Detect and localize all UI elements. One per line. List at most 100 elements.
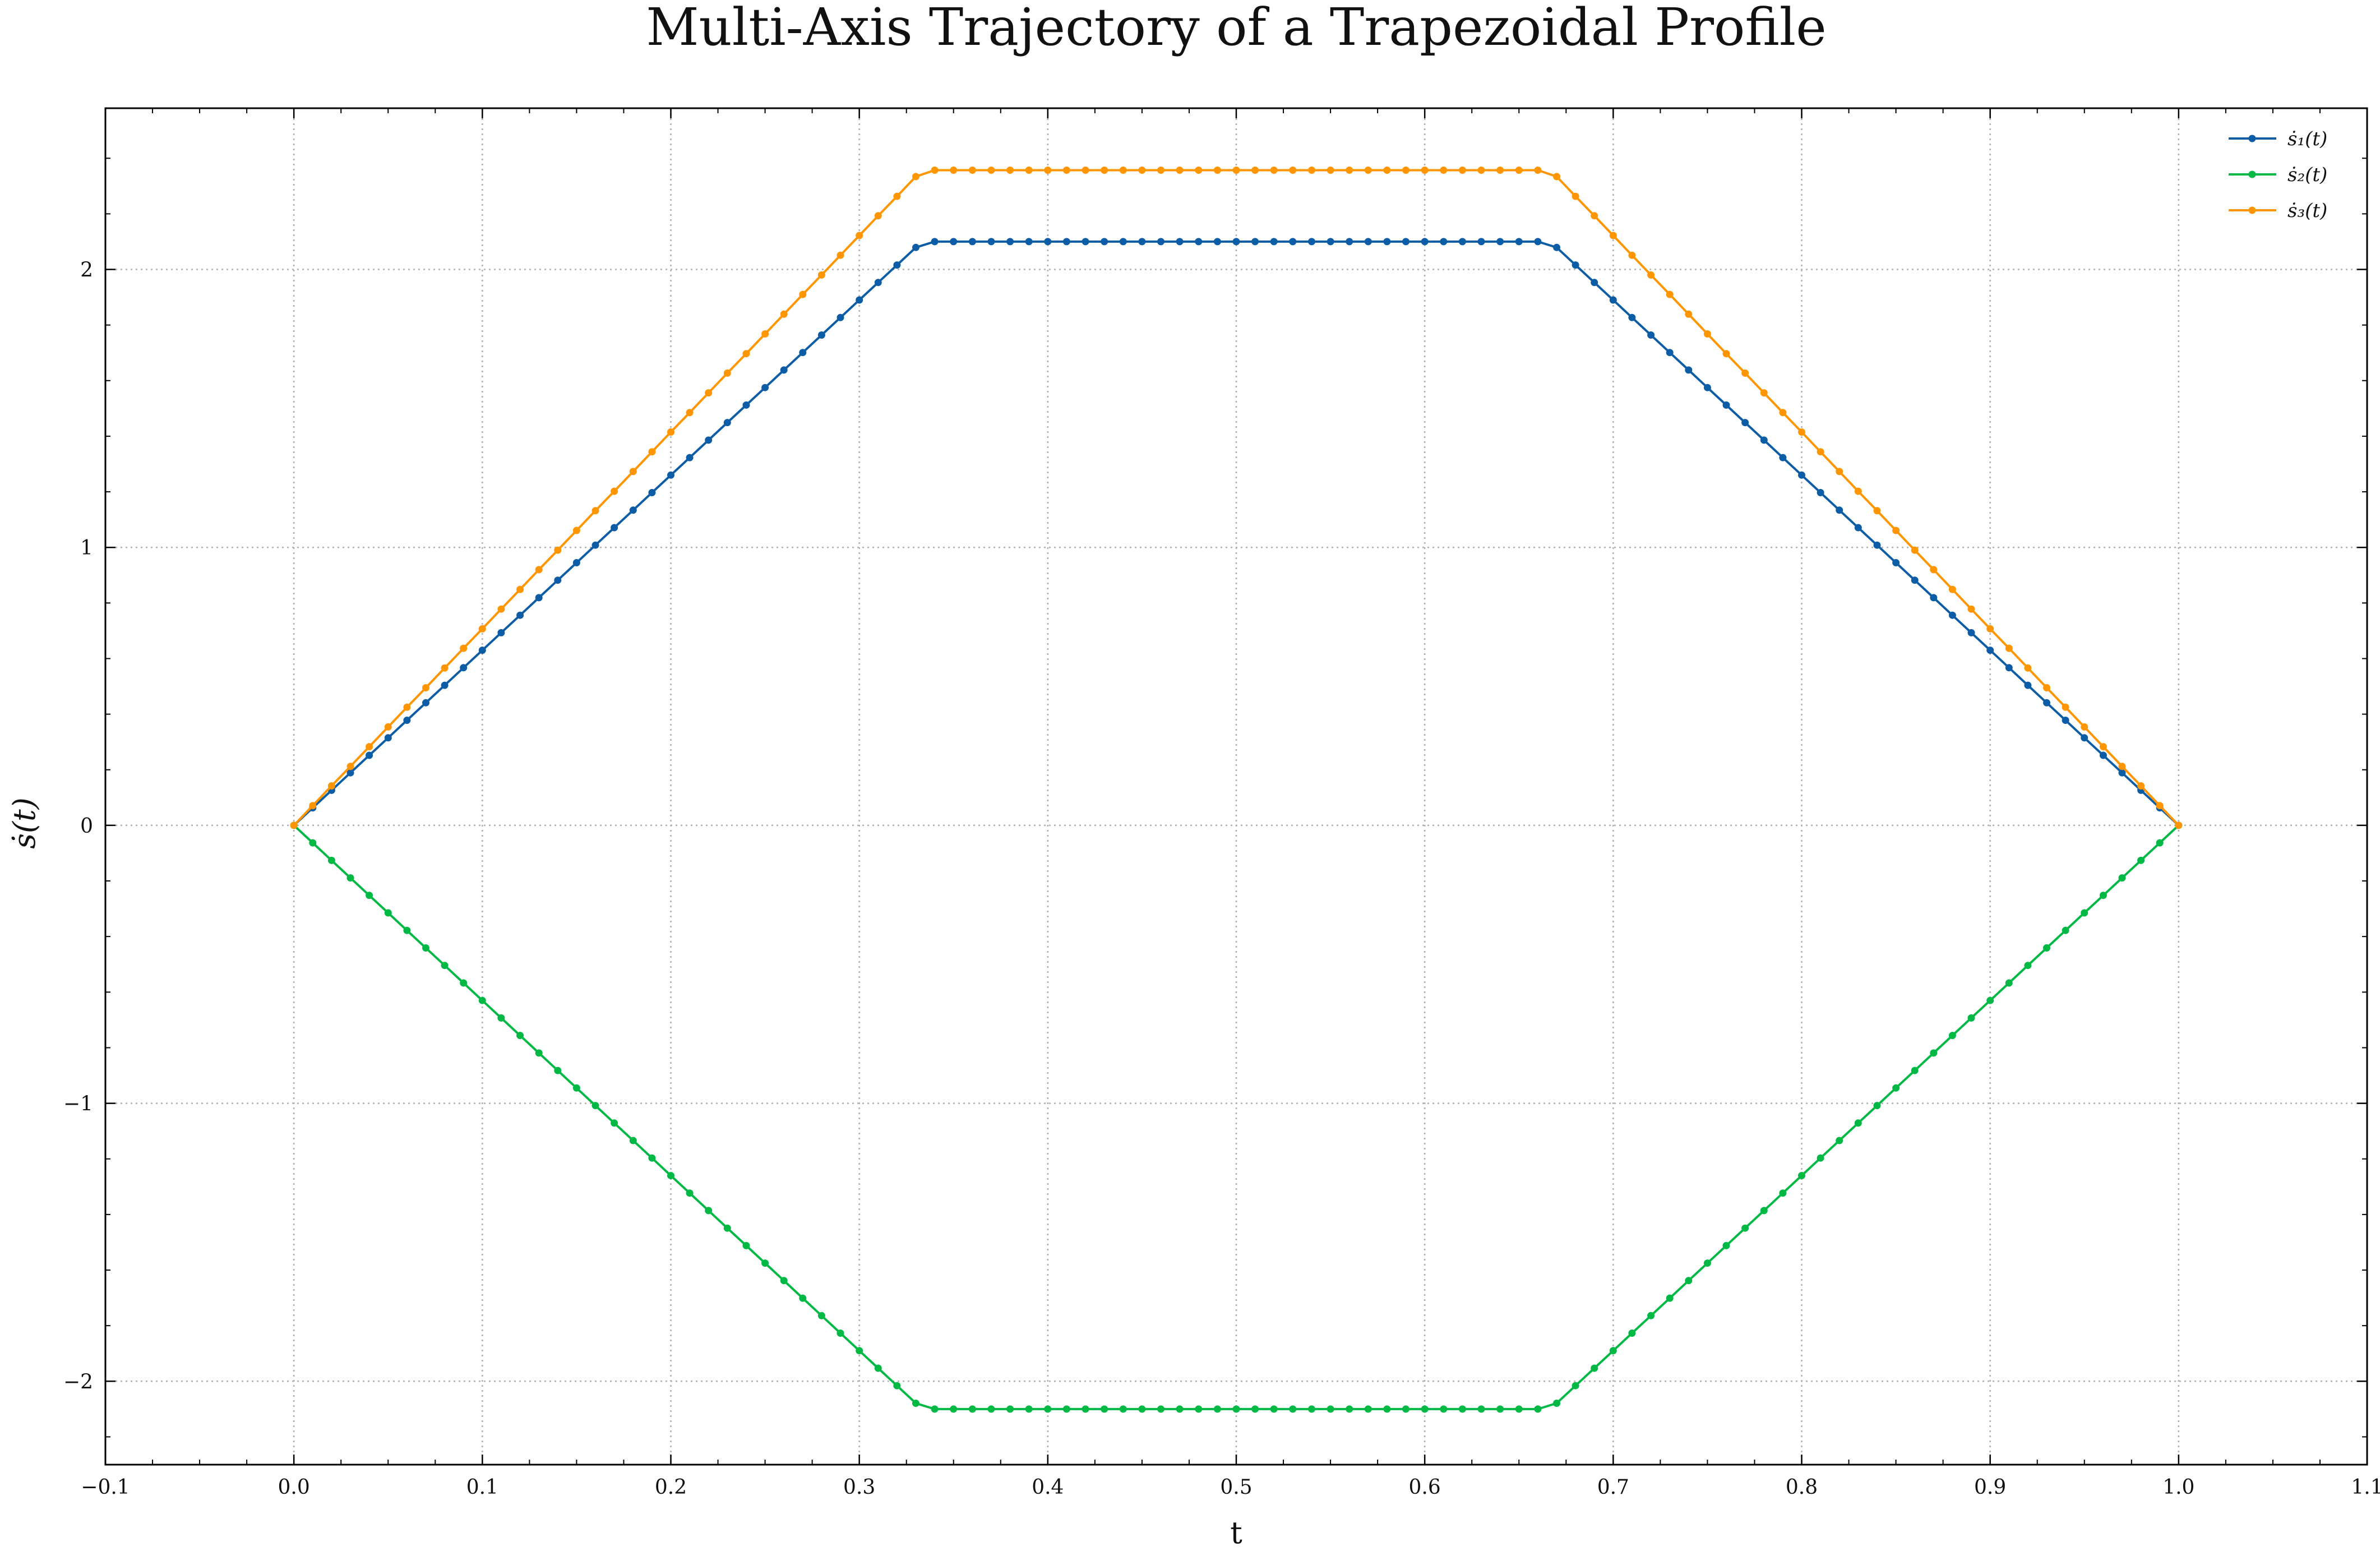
data-point	[1779, 1189, 1787, 1197]
data-point	[1138, 167, 1146, 174]
data-point	[1591, 1364, 1598, 1372]
x-tick-label: −0.1	[81, 1476, 130, 1499]
data-point	[817, 331, 825, 339]
data-point	[403, 717, 411, 724]
data-point	[1082, 238, 1089, 246]
data-point	[554, 576, 562, 584]
data-point	[1911, 576, 1919, 584]
data-point	[327, 782, 335, 790]
data-point	[1760, 1207, 1768, 1215]
data-point	[1458, 167, 1466, 174]
data-point	[2005, 664, 2013, 672]
data-point	[1101, 1405, 1108, 1413]
data-point	[893, 261, 901, 269]
data-point	[1421, 167, 1429, 174]
data-point	[460, 644, 468, 652]
data-point	[1817, 489, 1824, 496]
data-point	[1572, 192, 1579, 200]
data-point	[1251, 238, 1259, 246]
data-point	[1308, 238, 1315, 246]
data-point	[1930, 594, 1938, 602]
data-point	[1967, 629, 1975, 636]
data-point	[1062, 1405, 1070, 1413]
y-axis-label: ṡ(t)	[7, 797, 42, 849]
data-point	[1232, 167, 1240, 174]
legend-label: ṡ₁(t)	[2287, 128, 2327, 150]
data-point	[1760, 436, 1768, 444]
data-point	[874, 279, 882, 287]
data-point	[1798, 1172, 1805, 1179]
data-point	[1741, 369, 1749, 377]
data-point	[667, 428, 674, 436]
data-point	[384, 909, 392, 917]
data-point	[742, 401, 750, 409]
data-point	[648, 448, 656, 456]
data-point	[1911, 546, 1919, 554]
data-point	[1251, 167, 1259, 174]
data-point	[1195, 167, 1203, 174]
x-tick-label: 0.9	[1974, 1476, 2006, 1499]
data-point	[2043, 944, 2050, 952]
data-point	[1308, 167, 1315, 174]
data-point	[1553, 243, 1560, 251]
data-point	[874, 212, 882, 220]
data-point	[327, 856, 335, 864]
data-point	[2081, 909, 2088, 917]
data-point	[950, 238, 958, 246]
data-point	[667, 1172, 674, 1179]
data-point	[1289, 167, 1297, 174]
data-point	[2137, 782, 2145, 790]
data-point	[2024, 664, 2032, 672]
data-point	[2024, 681, 2032, 689]
data-point	[780, 310, 788, 318]
data-point	[1458, 1405, 1466, 1413]
data-point	[629, 506, 637, 514]
data-point	[799, 1294, 807, 1302]
data-point	[2118, 763, 2126, 770]
data-point	[1572, 1382, 1579, 1390]
data-point	[931, 167, 939, 174]
data-point	[1006, 167, 1014, 174]
data-point	[648, 489, 656, 496]
data-point	[1685, 310, 1693, 318]
data-point	[1666, 290, 1674, 298]
data-point	[742, 1241, 750, 1249]
data-point	[290, 821, 298, 829]
x-axis-label: t	[1230, 1515, 1242, 1550]
data-point	[516, 1032, 524, 1040]
data-point	[1534, 167, 1542, 174]
data-point	[1327, 238, 1334, 246]
data-point	[705, 436, 713, 444]
data-point	[1006, 1405, 1014, 1413]
data-point	[1515, 167, 1523, 174]
data-point	[1986, 996, 1994, 1004]
data-point	[460, 979, 468, 987]
data-point	[1232, 238, 1240, 246]
data-point	[648, 1154, 656, 1162]
data-point	[1515, 238, 1523, 246]
data-point	[535, 1049, 543, 1057]
data-point	[950, 1405, 958, 1413]
x-tick-label: 0.1	[466, 1476, 498, 1499]
data-point	[1232, 1405, 1240, 1413]
data-point	[1383, 1405, 1391, 1413]
data-point	[856, 1347, 863, 1355]
data-point	[2081, 734, 2088, 742]
data-point	[591, 507, 599, 515]
data-point	[1270, 167, 1278, 174]
data-point	[572, 1084, 580, 1092]
data-point	[1836, 506, 1843, 514]
data-point	[1967, 605, 1975, 613]
legend-swatch-marker	[2248, 135, 2256, 142]
data-point	[761, 330, 769, 338]
data-point	[1798, 428, 1805, 436]
data-point	[1157, 238, 1164, 246]
data-point	[1308, 1405, 1315, 1413]
data-point	[478, 647, 486, 654]
data-point	[1986, 647, 1994, 654]
y-tick-label: 1	[80, 537, 93, 560]
data-point	[1440, 1405, 1448, 1413]
data-point	[1477, 238, 1485, 246]
data-point	[1685, 1277, 1693, 1285]
data-point	[1647, 331, 1655, 339]
